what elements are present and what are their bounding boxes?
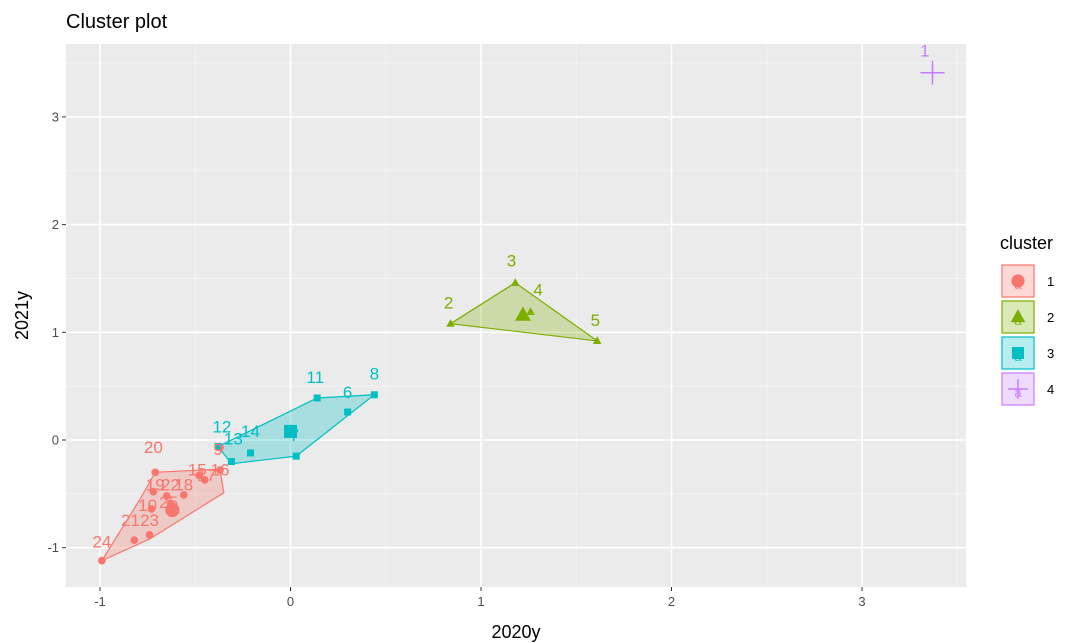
- data-point-2: [446, 319, 455, 327]
- data-point-5: [592, 336, 602, 344]
- point-label-23: 23: [140, 511, 159, 530]
- point-label-1: 1: [920, 42, 929, 61]
- point-label-15: 15: [188, 461, 207, 480]
- point-label-4: 4: [533, 281, 542, 300]
- point-label-20: 20: [144, 438, 163, 457]
- point-label-17: 17: [197, 466, 216, 485]
- legend-label-1: 1: [1047, 274, 1054, 289]
- point-label-8: 8: [370, 365, 379, 384]
- legend-label-4: 4: [1047, 382, 1054, 397]
- point-label-16: 16: [211, 461, 230, 480]
- legend-label-3: 3: [1047, 346, 1054, 361]
- y-tick-label: -1: [47, 540, 59, 555]
- point-label-13: 13: [224, 429, 243, 448]
- legend-symbol-2: [1010, 309, 1026, 323]
- data-point-14: [246, 449, 254, 457]
- data-point-10: [147, 505, 156, 513]
- x-tick-label: 1: [477, 594, 484, 609]
- legend-title: cluster: [1000, 233, 1053, 253]
- y-tick-label: 0: [52, 433, 59, 448]
- data-point-7: [292, 452, 300, 460]
- y-tick-label: 2: [52, 217, 59, 232]
- plot-panel: [66, 44, 966, 587]
- x-tick-label: 2: [668, 594, 675, 609]
- data-point-22: [162, 492, 171, 500]
- point-label-11: 11: [306, 368, 324, 387]
- x-axis-ticks: -1 0 1 2 3: [94, 587, 866, 609]
- x-axis-title: 2020y: [491, 622, 540, 642]
- legend-label-2: 2: [1047, 310, 1054, 325]
- point-label-25: 25: [159, 493, 178, 512]
- cluster-center-2: [515, 306, 531, 321]
- legend-key-3: [1001, 336, 1035, 370]
- y-tick-label: 1: [52, 325, 59, 340]
- point-label-18: 18: [174, 476, 193, 495]
- legend-symbol-1: [1011, 274, 1025, 288]
- legend-glyph-a: a: [1014, 349, 1022, 364]
- data-point-12: [214, 442, 222, 450]
- data-point-24: [98, 556, 106, 565]
- legend-symbol-4: [1008, 379, 1028, 399]
- point-label-3: 3: [507, 252, 516, 271]
- legend-symbol-3: [1012, 347, 1024, 359]
- point-label-12: 12: [212, 417, 231, 436]
- legend: cluster a 1a 2a 3a 4: [1000, 233, 1054, 406]
- data-point-4: [526, 307, 535, 315]
- data-point-8: [370, 391, 378, 399]
- point-label-9: 9: [213, 440, 222, 459]
- point-label-5: 5: [591, 311, 600, 330]
- cluster-center-3: [284, 424, 297, 438]
- data-point-21: [130, 536, 139, 545]
- data-point-13: [227, 458, 235, 466]
- point-label-7: 7: [290, 426, 299, 445]
- chart-title: Cluster plot: [66, 11, 168, 33]
- y-axis-title: 2021y: [12, 291, 32, 340]
- point-label-19: 19: [146, 476, 165, 495]
- y-tick-label: 3: [52, 109, 59, 124]
- point-label-6: 6: [343, 383, 352, 402]
- grid-lines: [66, 44, 966, 587]
- data-point-17: [200, 475, 209, 484]
- point-label-14: 14: [241, 422, 260, 441]
- cluster-center-4: [920, 60, 945, 85]
- legend-glyph-a: a: [1014, 313, 1022, 328]
- point-label-24: 24: [92, 533, 111, 552]
- y-axis-ticks: -1 0 1 2 3: [47, 109, 66, 555]
- x-tick-label: 3: [858, 594, 865, 609]
- point-label-21: 21: [121, 511, 140, 530]
- data-points: [98, 65, 941, 565]
- data-point-16: [216, 466, 224, 475]
- legend-glyph-a: a: [1014, 277, 1022, 292]
- data-point-6: [344, 408, 352, 416]
- legend-glyph-a: a: [1014, 385, 1022, 400]
- point-label-2: 2: [444, 294, 453, 313]
- x-tick-label: 0: [287, 594, 294, 609]
- data-point-11: [313, 394, 321, 402]
- data-point-18: [179, 491, 188, 499]
- data-point-23: [145, 530, 154, 539]
- point-label-22: 22: [161, 476, 180, 495]
- x-tick-label: -1: [94, 594, 106, 609]
- data-point-15: [195, 471, 203, 480]
- data-point-3: [511, 278, 520, 286]
- cluster-centers: [165, 60, 945, 518]
- cluster-center-1: [165, 502, 180, 518]
- data-point-19: [149, 487, 158, 496]
- point-label-10: 10: [138, 496, 157, 515]
- data-point-20: [151, 468, 160, 477]
